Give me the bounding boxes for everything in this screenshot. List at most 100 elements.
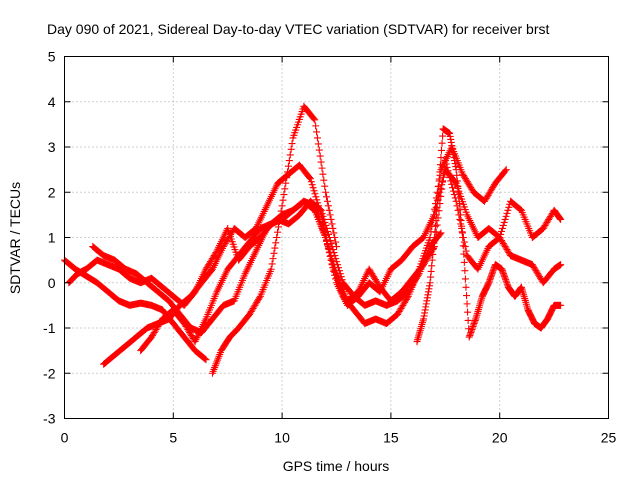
y-tick-label: 4 (48, 94, 56, 110)
data-point (324, 202, 332, 210)
y-tick-label: 1 (48, 230, 56, 246)
series-track-5 (137, 157, 565, 355)
data-point (557, 215, 565, 223)
series-track-7 (413, 125, 565, 346)
data-point (318, 164, 326, 172)
x-tick-label: 10 (274, 430, 290, 446)
data-point (307, 178, 315, 186)
data-point (326, 249, 334, 257)
y-tick-label: 2 (48, 184, 56, 200)
data-point (202, 356, 210, 364)
data-point (456, 215, 464, 223)
data-point (501, 167, 509, 175)
data-point (316, 152, 324, 160)
data-point (436, 161, 444, 169)
data-point (280, 191, 288, 199)
data-point (459, 242, 467, 250)
data-point (325, 206, 333, 214)
data-point (313, 134, 321, 142)
data-point (284, 162, 292, 170)
data-point (437, 146, 445, 154)
data-point (325, 246, 333, 254)
data-point (436, 230, 444, 238)
data-point (311, 116, 319, 124)
data-point (461, 267, 469, 275)
data-point (287, 145, 295, 153)
data-point (437, 154, 445, 162)
data-point (328, 255, 336, 263)
data-point (503, 209, 511, 217)
data-point (439, 171, 447, 179)
data-point (272, 239, 280, 247)
data-point (313, 128, 321, 136)
data-point (283, 174, 291, 182)
data-point (314, 199, 322, 207)
data-point (308, 181, 316, 189)
data-point (268, 260, 276, 268)
data-point (442, 160, 450, 168)
data-point (460, 250, 468, 258)
data-point (274, 228, 282, 236)
data-point (276, 212, 284, 220)
data-point (403, 294, 411, 302)
data-point (502, 166, 510, 174)
data-point (309, 184, 317, 192)
data-point (438, 185, 446, 193)
x-tick-label: 20 (492, 430, 508, 446)
data-point (331, 234, 339, 241)
data-point (464, 316, 472, 324)
data-point (323, 240, 331, 248)
series-track-1 (61, 256, 210, 364)
data-point (314, 140, 322, 148)
y-tick-label: 3 (48, 139, 56, 155)
data-point (450, 191, 458, 199)
data-point (305, 174, 313, 182)
data-point (279, 196, 287, 204)
data-points (61, 102, 565, 377)
data-point (441, 157, 449, 165)
data-point (310, 187, 318, 195)
data-point (435, 182, 443, 190)
data-point (270, 249, 278, 257)
data-point (499, 221, 507, 229)
data-point (321, 182, 329, 190)
data-point (464, 308, 472, 316)
data-point (463, 292, 471, 300)
y-tick-label: -2 (43, 365, 56, 381)
data-point (322, 234, 330, 241)
data-point (285, 157, 293, 165)
x-tick-label: 0 (61, 430, 69, 446)
y-axis-label: SDTVAR / TECUs (7, 182, 23, 294)
data-point (201, 355, 209, 363)
data-point (557, 261, 565, 269)
x-tick-label: 5 (169, 430, 177, 446)
y-tick-label: -1 (43, 320, 56, 336)
data-point (447, 177, 455, 185)
data-point (505, 203, 513, 211)
data-point (284, 168, 292, 176)
data-point (460, 258, 468, 266)
data-point (330, 229, 338, 237)
data-point (557, 301, 565, 309)
data-point (319, 170, 327, 178)
data-point (498, 227, 506, 235)
data-point (315, 146, 323, 154)
data-point (320, 176, 328, 184)
data-point (323, 237, 331, 245)
data-point (332, 238, 340, 246)
data-point (332, 267, 340, 275)
data-point (277, 207, 285, 215)
data-point (312, 122, 320, 130)
data-point (267, 265, 275, 273)
data-point (438, 139, 446, 147)
data-point (323, 193, 331, 201)
data-point (328, 220, 336, 228)
data-point (445, 170, 453, 178)
data-point (448, 180, 456, 188)
data-point (310, 115, 318, 123)
data-point (317, 158, 325, 166)
data-point (282, 179, 290, 187)
y-tick-label: 5 (48, 49, 56, 65)
data-point (501, 215, 509, 223)
data-point (433, 204, 441, 212)
